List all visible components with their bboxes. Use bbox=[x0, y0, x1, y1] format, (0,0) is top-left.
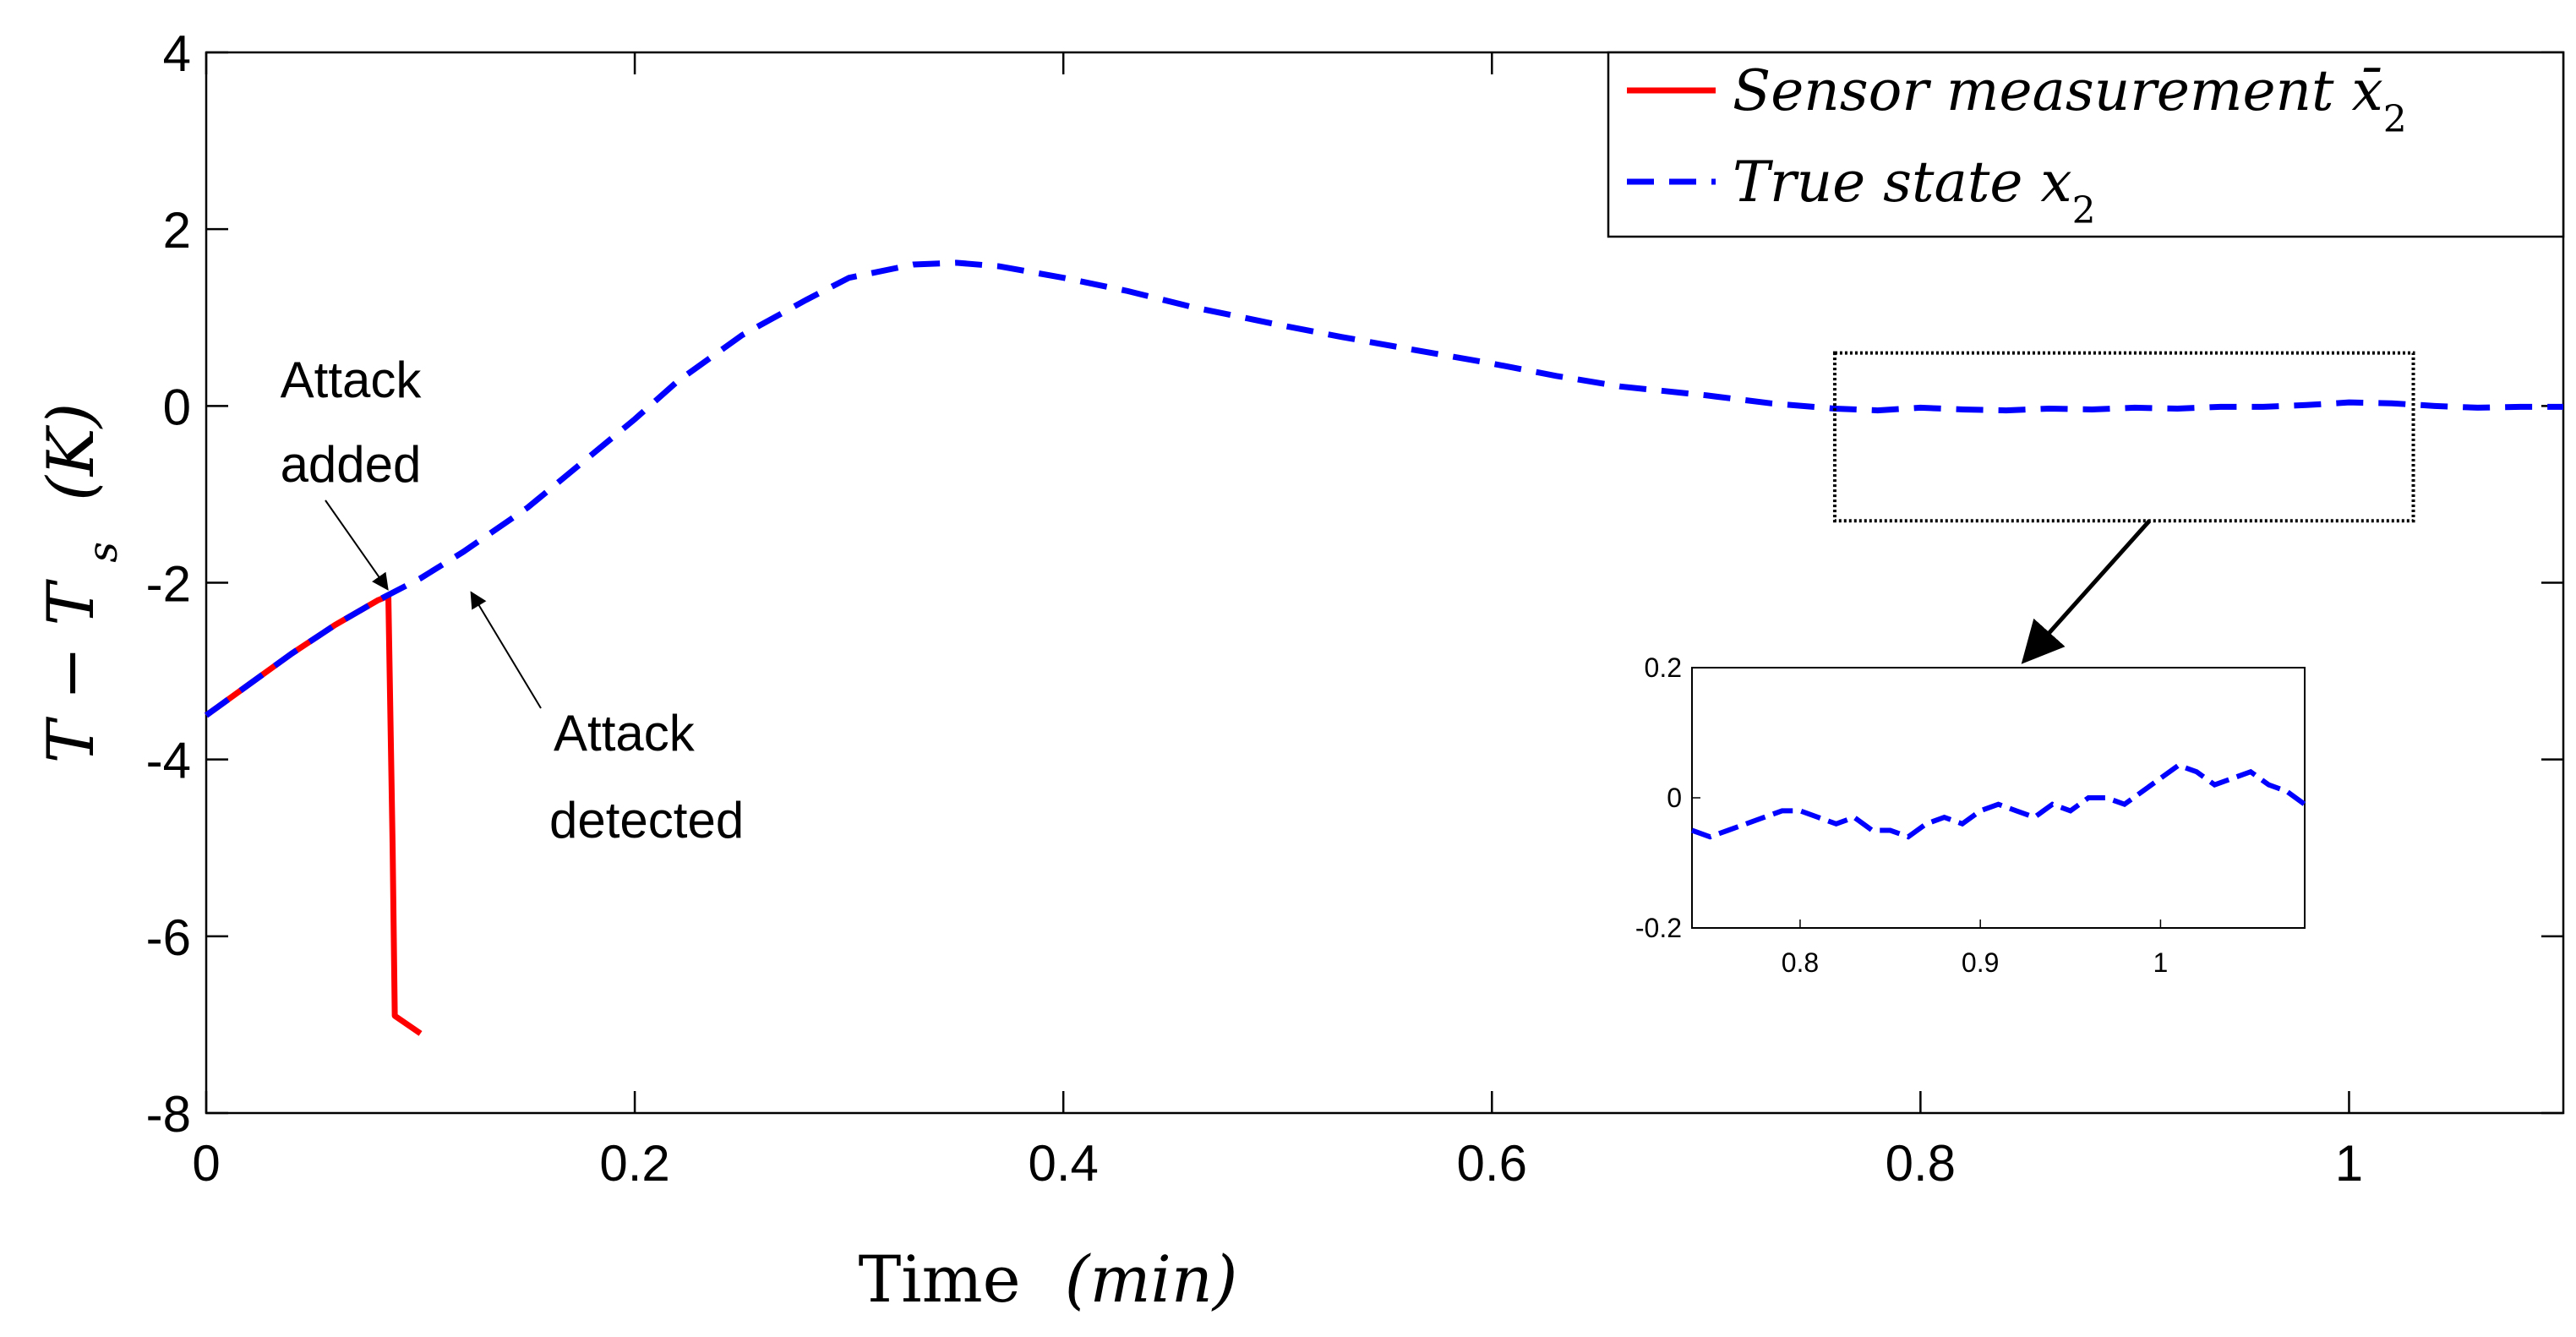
legend-label-sensor-text: Sensor measurement x̄ bbox=[1733, 58, 2383, 123]
annotation-layer: Attack added Attack detected bbox=[281, 352, 745, 849]
inset-y-tick-label: 0 bbox=[1667, 783, 1682, 813]
y-tick-label: -4 bbox=[146, 733, 191, 789]
y-axis-ticks: -8 -6 -4 -2 0 2 4 bbox=[146, 25, 2563, 1143]
y-tick-label: -8 bbox=[146, 1086, 191, 1143]
x-tick-label: 0 bbox=[192, 1135, 220, 1192]
annotation-attack-detected-line: Attack bbox=[554, 705, 696, 761]
series-line-sensor-measurement bbox=[204, 592, 423, 1036]
annotation-attack-added-line: Attack bbox=[281, 352, 423, 408]
zoom-layer bbox=[1832, 351, 2415, 664]
x-tick-label: 0.8 bbox=[1886, 1135, 1956, 1192]
x-axis-label: Time (min) bbox=[859, 1242, 1238, 1317]
inset-y-tick-label: 0.2 bbox=[1645, 652, 1682, 683]
annotation-arrow-attack-detected bbox=[470, 591, 542, 709]
series-line-true-state bbox=[204, 259, 2563, 718]
inset-chart: 0.8 0.9 1 -0.2 0 0.2 bbox=[1635, 652, 2306, 978]
legend-label-sensor-sub: 2 bbox=[2383, 98, 2407, 141]
legend-label-true-state: True state x2 bbox=[1733, 150, 2096, 232]
annotation-attack-detected-line: detected bbox=[549, 792, 744, 849]
x-tick-label: 0.6 bbox=[1457, 1135, 1527, 1192]
inset-plot-area bbox=[1691, 667, 2306, 929]
legend-label-sensor: Sensor measurement x̄2 bbox=[1733, 58, 2407, 141]
legend-label-true-state-text: True state x bbox=[1733, 150, 2072, 215]
y-tick-label: 0 bbox=[163, 379, 191, 435]
inset-x-tick-label: 0.8 bbox=[1782, 947, 1819, 978]
x-tick-label: 0.2 bbox=[599, 1135, 669, 1192]
legend: Sensor measurement x̄2 True state x2 bbox=[1607, 51, 2565, 238]
x-axis-label-unit: (min) bbox=[1065, 1242, 1238, 1317]
zoom-connector-arrow bbox=[2021, 519, 2152, 664]
inset-series-line-true-state bbox=[1690, 762, 2306, 840]
x-axis-ticks: 0 0.2 0.4 0.6 0.8 1 bbox=[192, 52, 2363, 1192]
legend-box bbox=[1607, 51, 2565, 238]
annotation-attack-added-line: added bbox=[281, 436, 422, 493]
annotation-arrow-attack-added bbox=[325, 499, 389, 591]
annotation-attack-added: Attack added bbox=[281, 352, 423, 493]
legend-label-true-state-sub: 2 bbox=[2072, 189, 2096, 232]
x-tick-label: 1 bbox=[2335, 1135, 2363, 1192]
y-axis-label: T − T s (K) bbox=[33, 403, 127, 763]
y-axis-label-main: T − T bbox=[33, 579, 108, 764]
series-layer bbox=[204, 259, 2563, 1036]
inset-x-tick-label: 1 bbox=[2153, 947, 2169, 978]
y-tick-label: 4 bbox=[163, 25, 191, 82]
y-tick-label: -2 bbox=[146, 556, 191, 613]
annotation-attack-detected: Attack detected bbox=[549, 705, 744, 849]
y-axis-label-sub: s bbox=[79, 542, 127, 563]
y-tick-label: -6 bbox=[146, 909, 191, 966]
y-tick-label: 2 bbox=[163, 202, 191, 259]
x-tick-label: 0.4 bbox=[1028, 1135, 1098, 1192]
y-axis-label-unit: (K) bbox=[33, 403, 108, 501]
zoom-region-box bbox=[1832, 351, 2415, 523]
inset-x-tick-label: 0.9 bbox=[1962, 947, 1999, 978]
x-axis-label-main: Time bbox=[859, 1242, 1021, 1317]
inset-y-tick-label: -0.2 bbox=[1635, 913, 1682, 943]
